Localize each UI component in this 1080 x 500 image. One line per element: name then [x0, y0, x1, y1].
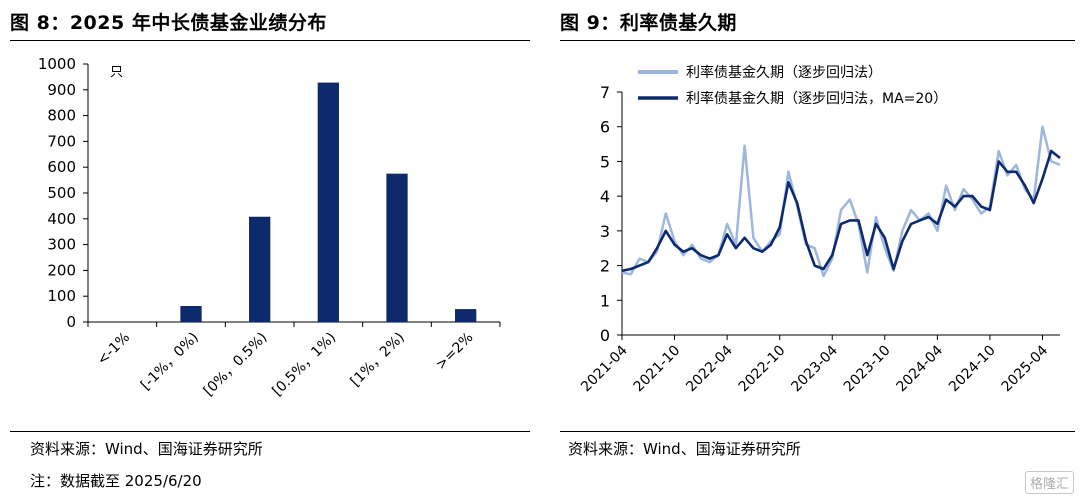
- y-tick-label: 1: [600, 291, 610, 310]
- x-tick-label: [0%，0.5%): [201, 330, 271, 400]
- bar-chart: 0 100 200 300 400 500 600 700 800 900 1000 只 <-1% [-1…: [38, 55, 501, 400]
- right-source: 资料来源：Wind、国海证券研究所: [568, 440, 801, 458]
- series-line-ma20: [621, 149, 1061, 273]
- y-tick-label: 800: [47, 107, 76, 125]
- y-tick-label: 100: [47, 287, 76, 305]
- x-tick-label: 2023-04: [788, 342, 841, 395]
- left-footer-rule: [10, 431, 530, 432]
- y-tick-label: 0: [66, 313, 76, 331]
- y-tick-label: 4: [600, 187, 610, 206]
- left-note: 注：数据截至 2025/6/20: [30, 472, 202, 490]
- right-title-rule: [560, 40, 1075, 41]
- y-tick-label: 500: [47, 184, 76, 202]
- x-tick-label: 2024-10: [946, 343, 999, 396]
- y-tick-label: 900: [47, 81, 76, 99]
- left-panel-title: 图 8：2025 年中长债基金业绩分布: [10, 12, 327, 34]
- y-tick-label: 200: [47, 261, 76, 279]
- unit-label: 只: [110, 65, 123, 80]
- legend-label: 利率债基金久期（逐步回归法）: [686, 64, 882, 81]
- x-tick-label: 2025-04: [999, 342, 1052, 395]
- x-tick-label: 2022-10: [736, 343, 789, 396]
- y-tick-label: 600: [47, 158, 76, 176]
- y-tick-label: 2: [600, 257, 610, 276]
- y-tick-label: 7: [600, 83, 610, 102]
- x-tick-label: [0.5%，1%): [269, 330, 339, 400]
- right-panel-title: 图 9：利率债基久期: [560, 12, 737, 34]
- x-tick-label: [-1%，0%): [138, 330, 202, 394]
- bar: [249, 216, 271, 322]
- bar: [317, 82, 339, 322]
- y-tick-label: 1000: [38, 55, 76, 73]
- x-tick-label: <-1%: [94, 330, 133, 369]
- right-footer-rule: [560, 431, 1075, 432]
- x-tick-label: 2024-04: [894, 342, 947, 395]
- x-tick-label: 2021-04: [578, 342, 631, 395]
- y-tick-label: 5: [600, 152, 610, 171]
- series-line-raw: [621, 125, 1061, 278]
- y-tick-label: 6: [600, 118, 610, 137]
- y-tick-label: 400: [47, 210, 76, 228]
- y-tick-label: 0: [600, 326, 610, 345]
- left-source: 资料来源：Wind、国海证券研究所: [30, 440, 263, 458]
- x-tick-label: >=2%: [433, 330, 477, 374]
- y-tick-label: 300: [47, 236, 76, 254]
- legend-label: 利率债基金久期（逐步回归法，MA=20）: [686, 90, 947, 107]
- x-tick-label: 2022-04: [683, 342, 736, 395]
- x-tick-label: 2021-10: [631, 343, 684, 396]
- watermark-logo: 格隆汇: [1024, 471, 1074, 494]
- y-tick-label: 3: [600, 222, 610, 241]
- bar: [455, 309, 477, 322]
- x-tick-label: 2023-10: [841, 343, 894, 396]
- left-title-rule: [10, 40, 530, 41]
- bar: [180, 306, 202, 322]
- x-tick-label: [1%，2%): [347, 330, 407, 390]
- y-tick-label: 700: [47, 132, 76, 150]
- bar: [386, 173, 408, 322]
